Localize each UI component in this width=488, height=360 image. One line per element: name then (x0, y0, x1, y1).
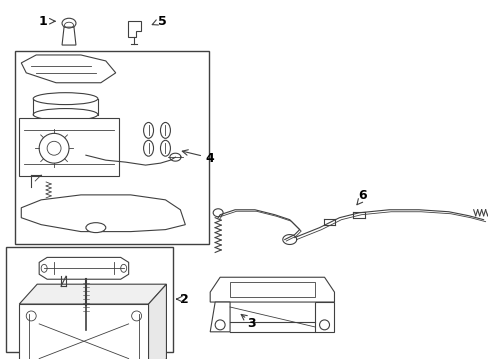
Polygon shape (21, 195, 185, 231)
Circle shape (26, 311, 36, 321)
Circle shape (319, 320, 329, 330)
Polygon shape (314, 302, 334, 332)
Polygon shape (21, 55, 116, 83)
Polygon shape (39, 257, 128, 279)
Polygon shape (210, 277, 334, 302)
Text: 2: 2 (180, 293, 188, 306)
Polygon shape (19, 284, 166, 304)
Ellipse shape (33, 93, 98, 105)
Ellipse shape (121, 264, 126, 272)
Circle shape (131, 311, 142, 321)
Text: 4: 4 (205, 152, 214, 165)
Polygon shape (127, 21, 141, 37)
Ellipse shape (62, 18, 76, 28)
Ellipse shape (41, 264, 47, 272)
Ellipse shape (33, 109, 98, 121)
Text: 3: 3 (247, 318, 256, 330)
Polygon shape (19, 304, 148, 360)
Text: 5: 5 (158, 15, 166, 28)
Ellipse shape (213, 209, 223, 217)
Ellipse shape (160, 122, 170, 138)
Circle shape (215, 320, 224, 330)
Bar (6, 247, 173, 352)
Ellipse shape (160, 140, 170, 156)
Text: 1: 1 (39, 15, 47, 28)
Bar (230, 282, 314, 297)
Bar (15, 51, 209, 244)
Ellipse shape (143, 140, 153, 156)
Ellipse shape (86, 223, 105, 233)
Polygon shape (210, 302, 230, 332)
Ellipse shape (143, 122, 153, 138)
Polygon shape (148, 284, 166, 360)
Polygon shape (62, 27, 76, 45)
Text: 6: 6 (357, 189, 366, 202)
Bar (19, 118, 119, 176)
